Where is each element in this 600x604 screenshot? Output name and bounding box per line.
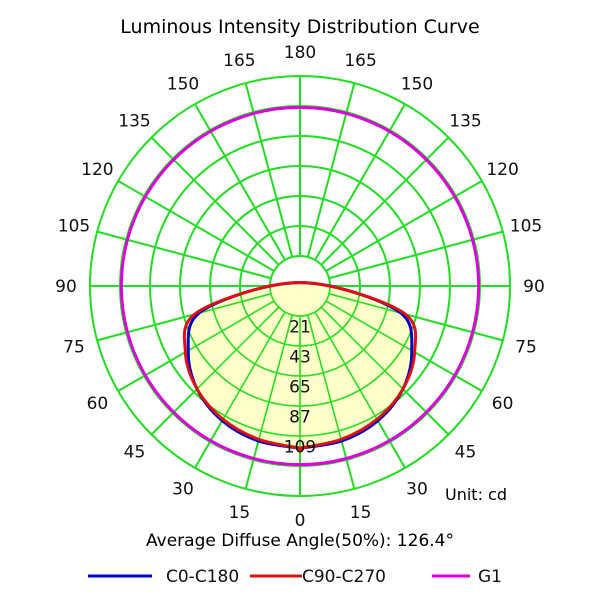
grid-spoke-overlay — [320, 136, 450, 266]
angle-label-60: 60 — [87, 394, 109, 414]
angle-label-90: 90 — [523, 277, 545, 297]
legend-label-c0-c180: C0-C180 — [166, 567, 239, 587]
angle-label-135: 135 — [449, 112, 481, 132]
angle-label-165: 165 — [223, 51, 255, 71]
grid-spoke-overlay — [150, 136, 280, 266]
radial-label-87: 87 — [289, 408, 311, 428]
angle-label-120: 120 — [81, 160, 113, 180]
angle-label-180: 180 — [284, 43, 316, 63]
angle-label-75: 75 — [63, 338, 85, 358]
angle-label-45: 45 — [455, 443, 477, 463]
legend-label-g1: G1 — [478, 567, 502, 587]
chart-title: Luminous Intensity Distribution Curve — [120, 16, 479, 38]
angle-label-120: 120 — [486, 160, 518, 180]
average-diffuse-angle-text: Average Diffuse Angle(50%): 126.4° — [146, 531, 454, 551]
angle-label-30: 30 — [406, 480, 428, 500]
angle-label-105: 105 — [58, 216, 90, 236]
angle-tick-labels: 0 15 30 45 60 75 90 105 120 135 150 165 180 15 30 45 60 7… — [55, 43, 545, 531]
unit-label: Unit: cd — [445, 485, 507, 504]
radial-label-43: 43 — [289, 348, 311, 368]
radial-label-65: 65 — [289, 378, 311, 398]
radial-tick-labels: 21 43 65 87 109 — [284, 318, 316, 458]
angle-label-165: 165 — [344, 51, 376, 71]
legend-label-c90-c270: C90-C270 — [302, 567, 386, 587]
series-c90-c270-curve — [182, 280, 418, 451]
angle-label-15: 15 — [350, 503, 372, 523]
series-lines — [119, 105, 481, 467]
angle-label-135: 135 — [118, 112, 150, 132]
angle-label-75: 75 — [515, 338, 537, 358]
legend: C0-C180 C90-C270 G1 — [88, 567, 502, 587]
intensity-fill — [89, 75, 511, 497]
angle-label-150: 150 — [167, 74, 199, 94]
angle-label-0: 0 — [295, 511, 306, 531]
angle-label-150: 150 — [401, 74, 433, 94]
radial-label-109: 109 — [284, 438, 316, 458]
angle-label-105: 105 — [510, 216, 542, 236]
angle-label-30: 30 — [172, 480, 194, 500]
radial-label-21: 21 — [289, 318, 311, 338]
angle-label-60: 60 — [492, 394, 514, 414]
angle-label-15: 15 — [229, 503, 251, 523]
angle-label-45: 45 — [124, 443, 146, 463]
series-g1-curve — [119, 105, 481, 467]
angle-label-90: 90 — [55, 277, 77, 297]
